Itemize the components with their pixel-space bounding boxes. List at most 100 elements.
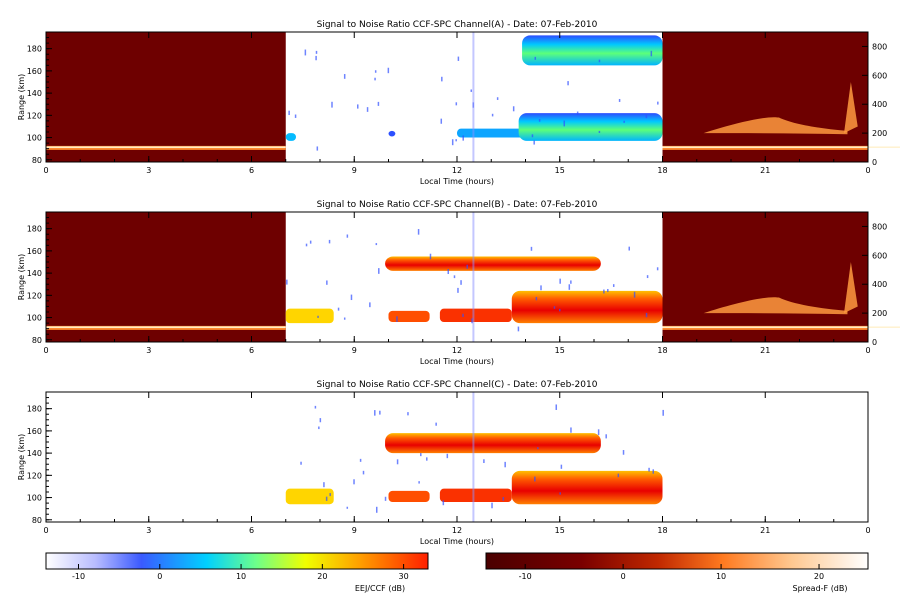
interference-line (472, 392, 475, 522)
x-tick-label: 15 (555, 346, 565, 355)
noise-speck (534, 476, 536, 482)
echo-region (511, 290, 663, 324)
echo-region (285, 488, 334, 505)
noise-speck (426, 457, 428, 461)
noise-speck (374, 77, 376, 81)
noise-speck (304, 49, 307, 56)
colorbar-tick-label: 20 (814, 572, 824, 581)
noise-speck (598, 130, 601, 134)
noise-speck (451, 139, 454, 146)
echo-region (285, 133, 297, 141)
noise-speck (369, 302, 371, 308)
noise-speck (366, 107, 369, 112)
noise-speck (396, 316, 398, 322)
x-tick-label: 6 (249, 166, 254, 175)
noise-speck (396, 459, 399, 465)
echo-region (522, 35, 663, 66)
x-tick-label: 3 (146, 346, 151, 355)
noise-speck (314, 405, 317, 409)
chart-title: Signal to Noise Ratio CCF-SPC Channel(C)… (317, 380, 598, 390)
x-axis-label: Local Time (hours) (420, 177, 494, 186)
y-tick-label: 80 (32, 336, 42, 345)
y-tick-label: 100 (27, 494, 42, 503)
noise-speck (662, 409, 664, 416)
spreadf-panel-morning (46, 212, 286, 342)
noise-speck (315, 55, 317, 61)
noise-speck (553, 306, 556, 309)
echo-region (388, 130, 396, 137)
x-tick-label: 15 (555, 166, 565, 175)
noise-speck (447, 269, 450, 275)
x-tick-label: 21 (760, 346, 770, 355)
noise-speck (455, 139, 457, 142)
noise-speck (378, 268, 380, 274)
y-tick-label: 120 (27, 111, 42, 120)
y-tick-label: 80 (32, 156, 42, 165)
noise-speck (652, 469, 655, 474)
noise-speck (359, 458, 362, 462)
noise-speck (567, 81, 569, 86)
chart-title: Signal to Noise Ratio CCF-SPC Channel(B)… (317, 200, 598, 210)
noise-speck (441, 76, 443, 82)
noise-speck (559, 308, 561, 312)
spreadf-plume (703, 117, 848, 135)
right-y-tick-label: 800 (872, 222, 887, 231)
noise-speck (457, 56, 460, 61)
noise-speck (597, 429, 600, 436)
noise-speck (435, 422, 437, 426)
y-axis-label: Range (km) (17, 434, 26, 481)
noise-speck (598, 59, 601, 63)
y-tick-label: 140 (27, 449, 42, 458)
noise-speck (491, 113, 494, 117)
noise-speck (570, 427, 572, 433)
noise-speck (537, 447, 539, 450)
noise-speck (325, 496, 328, 501)
x-tick-label: 0 (43, 166, 48, 175)
echo-region (385, 433, 601, 454)
x-tick-label: 0 (865, 346, 870, 355)
x-axis-label: Local Time (hours) (420, 537, 494, 546)
noise-speck (530, 246, 533, 251)
spreadf-background (46, 32, 286, 162)
noise-speck (517, 326, 520, 332)
noise-speck (657, 101, 659, 105)
spreadf-plume (844, 82, 858, 134)
spreadf-background (662, 212, 868, 342)
colorbar-tick-label: 0 (157, 572, 162, 581)
x-tick-label: 0 (865, 526, 870, 535)
interference-line (472, 212, 475, 342)
noise-speck (318, 426, 320, 430)
noise-speck (346, 234, 349, 238)
noise-speck (650, 50, 653, 57)
y-tick-label: 140 (27, 269, 42, 278)
noise-speck (353, 479, 355, 485)
chart-title: Signal to Noise Ratio CCF-SPC Channel(A)… (317, 20, 598, 30)
right-y-tick-label: 0 (872, 338, 877, 347)
noise-speck (317, 315, 319, 318)
noise-speck (305, 243, 308, 247)
noise-speck (420, 453, 422, 457)
y-tick-label: 80 (32, 516, 42, 525)
noise-speck (429, 253, 432, 260)
noise-speck (568, 284, 571, 290)
noise-speck (337, 307, 340, 311)
x-tick-label: 0 (43, 526, 48, 535)
x-tick-label: 18 (657, 166, 667, 175)
x-tick-label: 6 (249, 526, 254, 535)
noise-speck (466, 264, 468, 269)
noise-speck (483, 459, 485, 464)
colorbar-tick-label: 10 (236, 572, 246, 581)
x-tick-label: 9 (352, 166, 357, 175)
noise-speck (471, 318, 473, 324)
y-tick-label: 180 (27, 45, 42, 54)
echo-region (439, 308, 512, 322)
spreadf-plume (703, 297, 848, 315)
y-tick-label: 100 (27, 134, 42, 143)
plot-background (46, 392, 868, 522)
colorbar-gradient (46, 553, 428, 569)
x-tick-label: 0 (865, 166, 870, 175)
noise-speck (559, 492, 561, 495)
x-tick-label: 6 (249, 346, 254, 355)
